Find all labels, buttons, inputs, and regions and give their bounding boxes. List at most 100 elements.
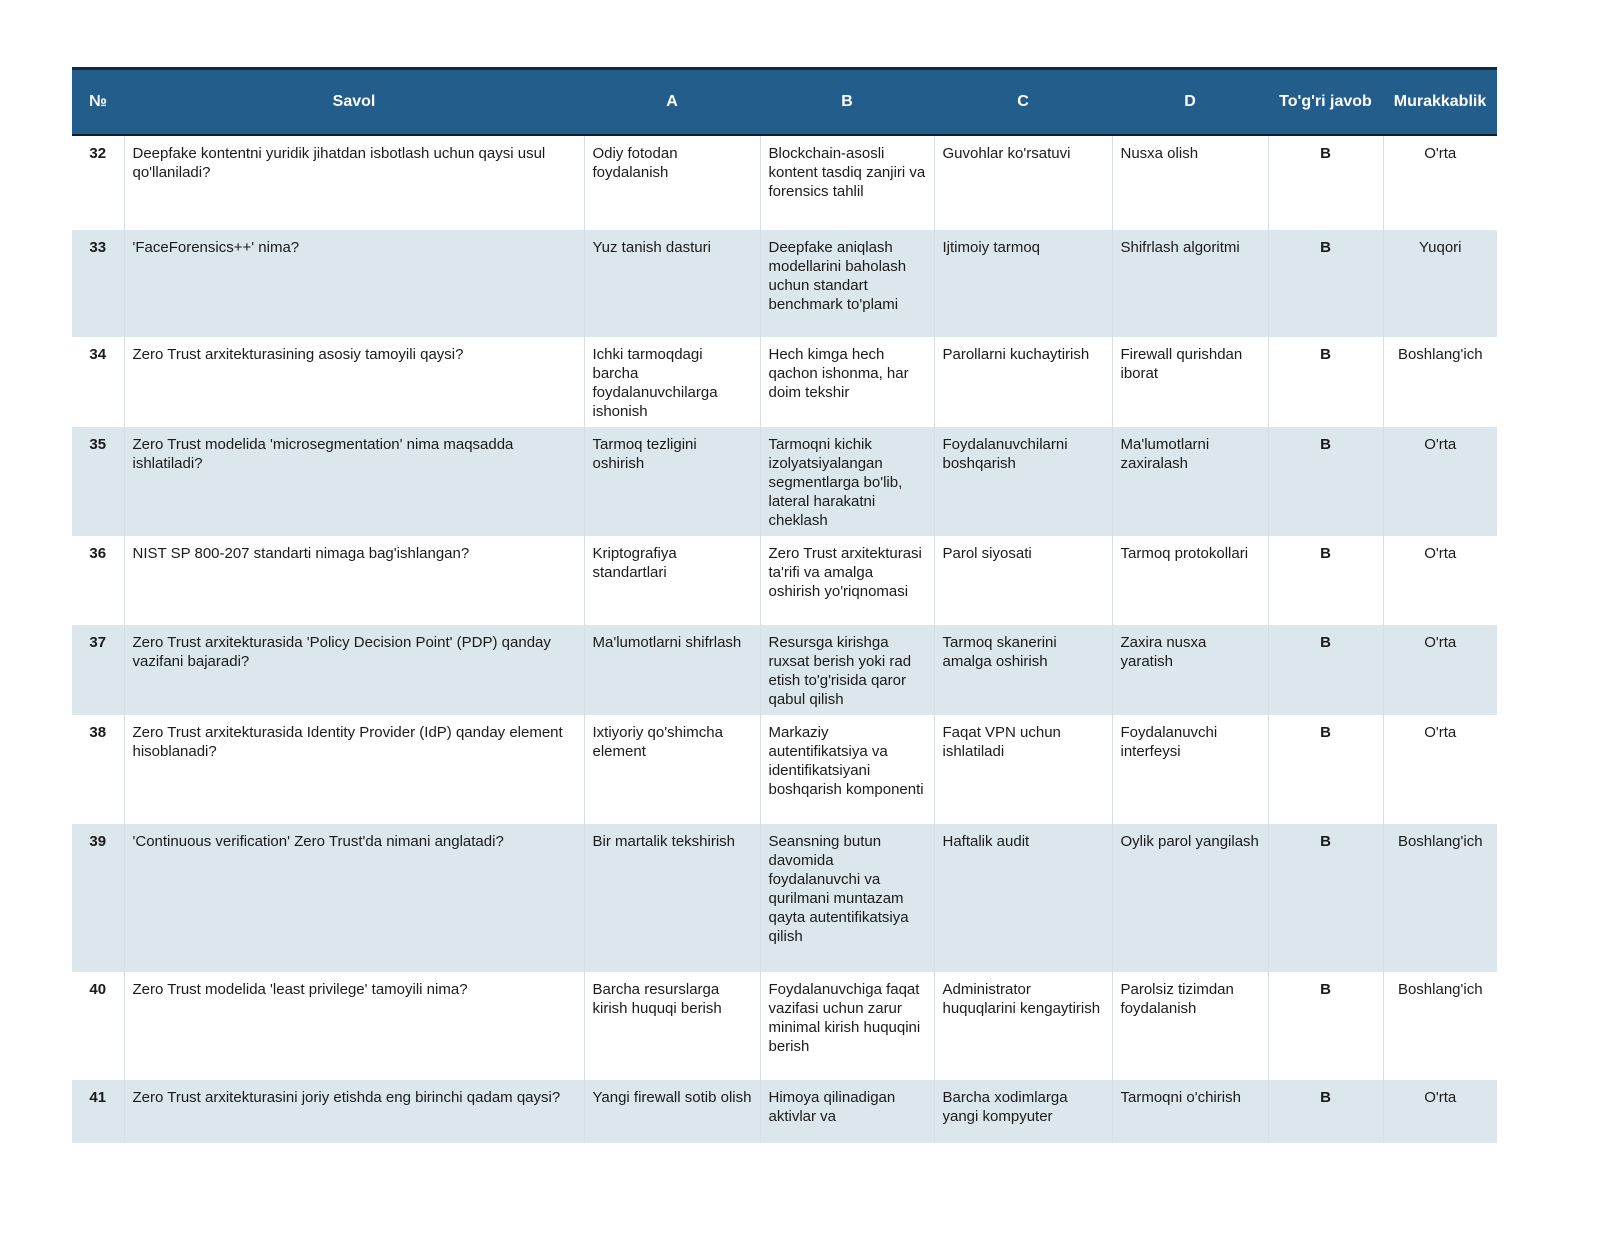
row-number-cell: 32 [89, 145, 107, 162]
question-cell: Zero Trust arxitekturasida 'Policy Decis… [123, 625, 584, 715]
difficulty-cell: O'rta [1382, 715, 1497, 824]
column-header-correct-answer: To'g'ri javob [1268, 70, 1383, 136]
option-b-cell: Seansning butun davomida foydalanuvchi v… [759, 824, 934, 972]
option-a-cell: Ichki tarmoqdagi barcha foydalanuvchilar… [583, 337, 760, 427]
table-header: № Savol A B C D To'g'ri javob Murakkabli… [72, 70, 1497, 136]
option-a-cell: Yuz tanish dasturi [583, 230, 760, 337]
option-a-cell: Tarmoq tezligini oshirish [583, 427, 760, 536]
table-row: 33 'FaceForensics++' nima? Yuz tanish da… [72, 230, 1497, 337]
option-c-cell: Barcha xodimlarga yangi kompyuter [933, 1080, 1112, 1143]
option-c-cell: Haftalik audit [933, 824, 1112, 972]
column-header-option-c: C [934, 70, 1112, 136]
difficulty-cell: Yuqori [1382, 230, 1497, 337]
quiz-table-container: № Savol A B C D To'g'ri javob Murakkabli… [72, 67, 1497, 1143]
option-d-cell: Foydalanuvchi interfeysi [1111, 715, 1268, 824]
row-number-cell: 40 [89, 981, 107, 998]
option-a-cell: Bir martalik tekshirish [583, 824, 760, 972]
question-cell: 'Continuous verification' Zero Trust'da … [123, 824, 584, 972]
header-row: № Savol A B C D To'g'ri javob Murakkabli… [72, 70, 1497, 136]
correct-answer-cell: B [1267, 972, 1383, 1080]
option-d-cell: Oylik parol yangilash [1111, 824, 1268, 972]
difficulty-cell: Boshlang'ich [1382, 337, 1497, 427]
row-number-cell: 35 [89, 436, 107, 453]
difficulty-cell: O'rta [1382, 625, 1497, 715]
difficulty-cell: O'rta [1382, 427, 1497, 536]
table-row: 34 Zero Trust arxitekturasining asosiy t… [72, 337, 1497, 427]
table-row: 36 NIST SP 800-207 standarti nimaga bag'… [72, 536, 1497, 625]
option-d-cell: Zaxira nusxa yaratish [1111, 625, 1268, 715]
option-c-cell: Guvohlar ko'rsatuvi [933, 135, 1112, 230]
question-cell: Zero Trust modelida 'microsegmentation' … [123, 427, 584, 536]
table-row: 41 Zero Trust arxitekturasini joriy etis… [72, 1080, 1497, 1143]
quiz-table: № Savol A B C D To'g'ri javob Murakkabli… [72, 70, 1497, 1143]
option-a-cell: Ma'lumotlarni shifrlash [583, 625, 760, 715]
option-d-cell: Firewall qurishdan iborat [1111, 337, 1268, 427]
row-number-cell: 38 [89, 724, 107, 741]
option-d-cell: Parolsiz tizimdan foydalanish [1111, 972, 1268, 1080]
question-cell: Zero Trust arxitekturasida Identity Prov… [123, 715, 584, 824]
row-number-cell: 39 [89, 833, 107, 850]
option-d-cell: Tarmoqni o'chirish [1111, 1080, 1268, 1143]
correct-answer-cell: B [1267, 135, 1383, 230]
table-row: 37 Zero Trust arxitekturasida 'Policy De… [72, 625, 1497, 715]
column-header-option-d: D [1112, 70, 1268, 136]
option-d-cell: Shifrlash algoritmi [1111, 230, 1268, 337]
column-header-option-b: B [760, 70, 934, 136]
table-row: 38 Zero Trust arxitekturasida Identity P… [72, 715, 1497, 824]
option-b-cell: Foydalanuvchiga faqat vazifasi uchun zar… [759, 972, 934, 1080]
option-b-cell: Hech kimga hech qachon ishonma, har doim… [759, 337, 934, 427]
row-number-cell: 37 [89, 634, 107, 651]
row-number-cell: 36 [89, 545, 107, 562]
option-b-cell: Zero Trust arxitekturasi ta'rifi va amal… [759, 536, 934, 625]
correct-answer-cell: B [1267, 337, 1383, 427]
option-d-cell: Nusxa olish [1111, 135, 1268, 230]
difficulty-cell: O'rta [1382, 536, 1497, 625]
row-number-cell: 34 [89, 346, 107, 363]
question-cell: Zero Trust arxitekturasini joriy etishda… [123, 1080, 584, 1143]
option-b-cell: Tarmoqni kichik izolyatsiyalangan segmen… [759, 427, 934, 536]
option-a-cell: Ixtiyoriy qo'shimcha element [583, 715, 760, 824]
row-number-cell: 33 [89, 239, 107, 256]
option-d-cell: Tarmoq protokollari [1111, 536, 1268, 625]
question-cell: NIST SP 800-207 standarti nimaga bag'ish… [123, 536, 584, 625]
correct-answer-cell: B [1267, 427, 1383, 536]
column-header-question: Savol [124, 70, 584, 136]
option-b-cell: Blockchain-asosli kontent tasdiq zanjiri… [759, 135, 934, 230]
option-c-cell: Foydalanuvchilarni boshqarish [933, 427, 1112, 536]
option-c-cell: Tarmoq skanerini amalga oshirish [933, 625, 1112, 715]
option-a-cell: Odiy fotodan foydalanish [583, 135, 760, 230]
table-body: 32 Deepfake kontentni yuridik jihatdan i… [72, 135, 1497, 1143]
question-cell: Deepfake kontentni yuridik jihatdan isbo… [123, 135, 584, 230]
table-row: 32 Deepfake kontentni yuridik jihatdan i… [72, 135, 1497, 230]
correct-answer-cell: B [1267, 230, 1383, 337]
question-cell: 'FaceForensics++' nima? [123, 230, 584, 337]
option-c-cell: Parol siyosati [933, 536, 1112, 625]
table-row: 39 'Continuous verification' Zero Trust'… [72, 824, 1497, 972]
question-cell: Zero Trust modelida 'least privilege' ta… [123, 972, 584, 1080]
difficulty-cell: Boshlang'ich [1382, 824, 1497, 972]
option-b-cell: Deepfake aniqlash modellarini baholash u… [759, 230, 934, 337]
column-header-option-a: A [584, 70, 760, 136]
option-a-cell: Yangi firewall sotib olish [583, 1080, 760, 1143]
column-header-number: № [72, 70, 124, 136]
correct-answer-cell: B [1267, 1080, 1383, 1143]
correct-answer-cell: B [1267, 625, 1383, 715]
difficulty-cell: O'rta [1382, 135, 1497, 230]
correct-answer-cell: B [1267, 824, 1383, 972]
question-cell: Zero Trust arxitekturasining asosiy tamo… [123, 337, 584, 427]
table-row: 35 Zero Trust modelida 'microsegmentatio… [72, 427, 1497, 536]
option-d-cell: Ma'lumotlarni zaxiralash [1111, 427, 1268, 536]
table-row: 40 Zero Trust modelida 'least privilege'… [72, 972, 1497, 1080]
difficulty-cell: O'rta [1382, 1080, 1497, 1143]
option-a-cell: Kriptografiya standartlari [583, 536, 760, 625]
option-c-cell: Faqat VPN uchun ishlatiladi [933, 715, 1112, 824]
difficulty-cell: Boshlang'ich [1382, 972, 1497, 1080]
option-b-cell: Markaziy autentifikatsiya va identifikat… [759, 715, 934, 824]
correct-answer-cell: B [1267, 715, 1383, 824]
option-a-cell: Barcha resurslarga kirish huquqi berish [583, 972, 760, 1080]
option-c-cell: Parollarni kuchaytirish [933, 337, 1112, 427]
row-number-cell: 41 [89, 1089, 107, 1106]
option-c-cell: Ijtimoiy tarmoq [933, 230, 1112, 337]
column-header-difficulty: Murakkablik [1383, 70, 1497, 136]
